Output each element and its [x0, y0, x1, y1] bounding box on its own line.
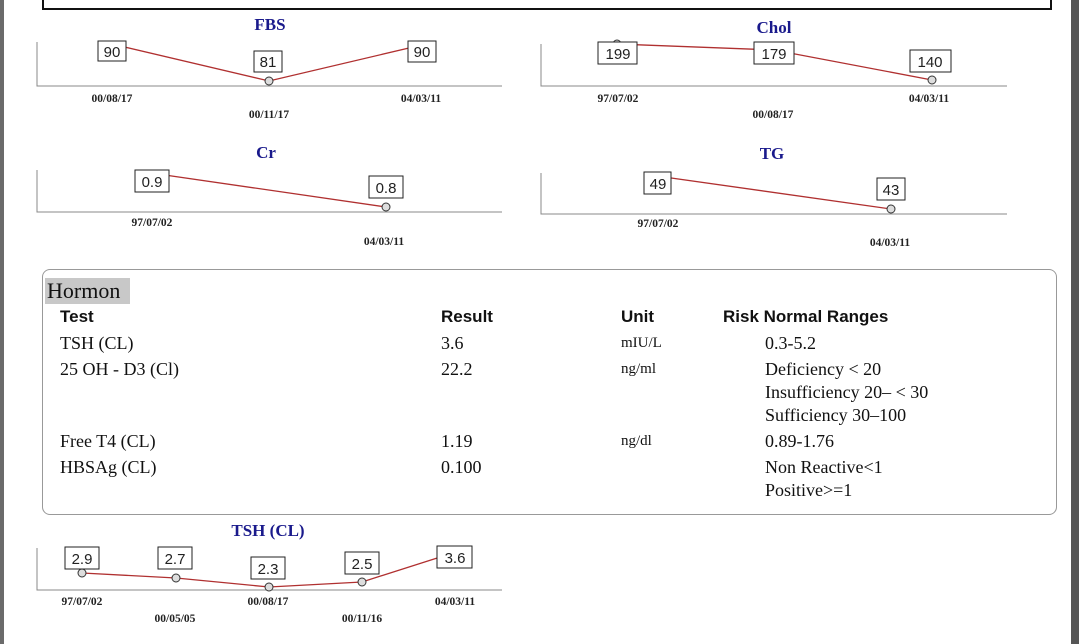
date-label: 04/03/11 — [870, 237, 911, 249]
chart-tsh: TSH (CL) 2.9 2.7 2.3 2.5 3.6 97/07/02 00… — [36, 521, 502, 625]
date-label: 97/07/02 — [132, 217, 173, 229]
value-label: 2.5 — [352, 556, 373, 573]
value-label: 0.8 — [376, 180, 397, 197]
value-box — [368, 175, 404, 199]
date-label: 00/05/05 — [155, 613, 196, 625]
chart-point — [886, 204, 896, 214]
value-label: 140 — [917, 54, 942, 71]
value-label: 2.7 — [165, 551, 186, 568]
chart-title-tg: TG — [760, 144, 785, 163]
value-box — [876, 177, 906, 201]
chart-title-cr: Cr — [256, 143, 276, 162]
header-test: Test — [60, 307, 94, 326]
normal-range: 0.3-5.2 — [765, 333, 816, 353]
trend-charts: FBS 90 81 90 00/08/17 00/11/17 04/03/11 … — [36, 15, 1007, 625]
header-ranges: Risk Normal Ranges — [723, 307, 889, 326]
header-result: Result — [441, 307, 493, 326]
value-label: 81 — [260, 54, 277, 71]
chart-chol: Chol 199 179 140 97/07/02 00/08/17 04/03… — [540, 18, 1007, 121]
chart-cr: Cr 0.9 0.8 97/07/02 04/03/11 — [36, 143, 502, 248]
value-box — [157, 546, 193, 570]
value-label: 43 — [883, 182, 900, 199]
normal-range: Positive>=1 — [765, 480, 853, 500]
normal-range: Insufficiency 20– < 30 — [765, 382, 929, 402]
chart-point — [357, 577, 367, 587]
date-label: 04/03/11 — [909, 93, 950, 105]
test-name: TSH (CL) — [60, 333, 134, 353]
chart-axis-tg — [540, 173, 1007, 215]
normal-range: 0.89-1.76 — [765, 431, 834, 451]
section-title: Hormon — [45, 278, 131, 304]
value-box — [64, 546, 100, 570]
value-label: 2.3 — [258, 561, 279, 578]
value-label: 0.9 — [142, 174, 163, 191]
date-label: 04/03/11 — [435, 596, 476, 608]
chart-tg: TG 49 43 97/07/02 04/03/11 — [540, 144, 1007, 249]
value-box — [753, 41, 795, 65]
chart-title-chol: Chol — [757, 18, 792, 37]
chart-axis-cr — [36, 170, 502, 213]
normal-range: Sufficiency 30–100 — [765, 405, 907, 425]
hormon-section: Hormon Test Result Unit Risk Normal Rang… — [42, 269, 1057, 515]
value-box — [344, 551, 380, 575]
chart-axis-tsh — [36, 548, 502, 591]
window-edge — [1071, 0, 1079, 644]
chart-title-tsh: TSH (CL) — [231, 521, 304, 540]
test-result: 1.19 — [441, 431, 473, 451]
test-unit: ng/dl — [621, 433, 652, 449]
chart-title-fbs: FBS — [254, 15, 285, 34]
report-page: ● ◦ ◦ FBS 90 81 90 00/08/17 00/11/17 04/… — [4, 0, 1071, 644]
header-unit: Unit — [621, 307, 655, 326]
value-label: 49 — [650, 176, 667, 193]
chart-axis-fbs — [36, 42, 502, 87]
date-label: 04/03/11 — [364, 236, 405, 248]
value-box — [597, 41, 638, 65]
test-name: HBSAg (CL) — [60, 457, 157, 477]
date-label: 00/11/17 — [249, 109, 290, 121]
test-unit: mIU/L — [621, 335, 662, 351]
test-result: 3.6 — [441, 333, 464, 353]
value-label: 2.9 — [72, 551, 93, 568]
value-box — [253, 50, 283, 73]
date-label: 97/07/02 — [598, 93, 639, 105]
value-label: 3.6 — [445, 550, 466, 567]
chart-point — [171, 573, 181, 583]
chart-line-cr — [150, 172, 387, 208]
test-unit: ng/ml — [621, 361, 657, 377]
test-result: 0.100 — [441, 457, 482, 477]
value-box — [407, 40, 437, 63]
chart-point — [381, 202, 391, 212]
value-label: 90 — [104, 44, 121, 61]
normal-range: Deficiency < 20 — [765, 359, 882, 379]
chart-point — [927, 75, 937, 85]
value-box — [909, 49, 952, 73]
chart-fbs: FBS 90 81 90 00/08/17 00/11/17 04/03/11 — [36, 15, 502, 121]
date-label: 04/03/11 — [401, 93, 442, 105]
date-label: 00/08/17 — [753, 109, 794, 121]
date-label: 97/07/02 — [62, 596, 103, 608]
value-label: 179 — [761, 46, 786, 63]
chart-axis-chol — [540, 44, 1007, 87]
value-box — [97, 40, 127, 62]
header-frame: ● ◦ ◦ — [42, 0, 1052, 10]
chart-point — [264, 582, 274, 592]
value-box — [250, 556, 286, 580]
value-box — [436, 545, 473, 569]
value-label: 90 — [414, 44, 431, 61]
chart-point — [77, 568, 87, 578]
chart-point — [264, 76, 274, 86]
chart-line-tg — [656, 175, 892, 210]
test-name: 25 OH - D3 (Cl) — [60, 359, 179, 379]
date-label: 00/08/17 — [92, 93, 133, 105]
date-label: 97/07/02 — [638, 218, 679, 230]
value-box — [643, 171, 672, 195]
normal-range: Non Reactive<1 — [765, 457, 883, 477]
test-name: Free T4 (CL) — [60, 431, 156, 451]
value-label: 199 — [605, 46, 630, 63]
test-result: 22.2 — [441, 359, 473, 379]
value-box — [134, 169, 170, 193]
date-label: 00/08/17 — [248, 596, 289, 608]
date-label: 00/11/16 — [342, 613, 383, 625]
